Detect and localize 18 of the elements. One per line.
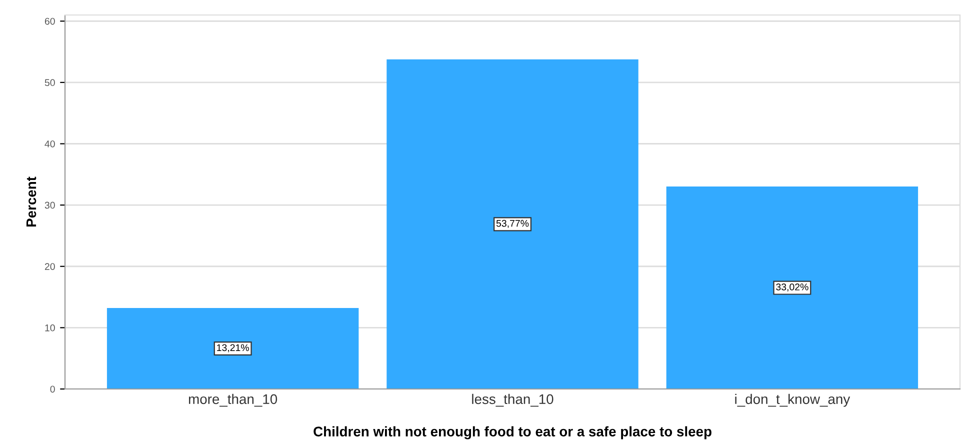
y-tick-label: 30 — [44, 202, 55, 209]
y-tick-label: 40 — [44, 140, 55, 148]
data-label: 53,77% — [496, 220, 529, 228]
x-axis-title: Children with not enough food to eat or a safe place to sleep — [314, 426, 712, 440]
data-label: 13,21% — [217, 344, 249, 352]
bar — [666, 186, 918, 389]
y-tick-label: 50 — [44, 79, 55, 86]
y-axis-title: Percent — [26, 176, 36, 227]
bar — [386, 59, 638, 389]
x-tick-label: i_don_t_know_any — [735, 394, 850, 407]
y-tick-label: 0 — [50, 386, 55, 393]
data-label: 33,02% — [776, 284, 808, 292]
y-tick-label: 20 — [44, 263, 55, 270]
y-tick-label: 10 — [45, 324, 55, 332]
bar — [106, 308, 359, 389]
x-tick-label: less_than_10 — [472, 394, 554, 407]
x-tick-label: more_than_10 — [188, 394, 278, 407]
y-tick-label: 60 — [44, 18, 55, 25]
